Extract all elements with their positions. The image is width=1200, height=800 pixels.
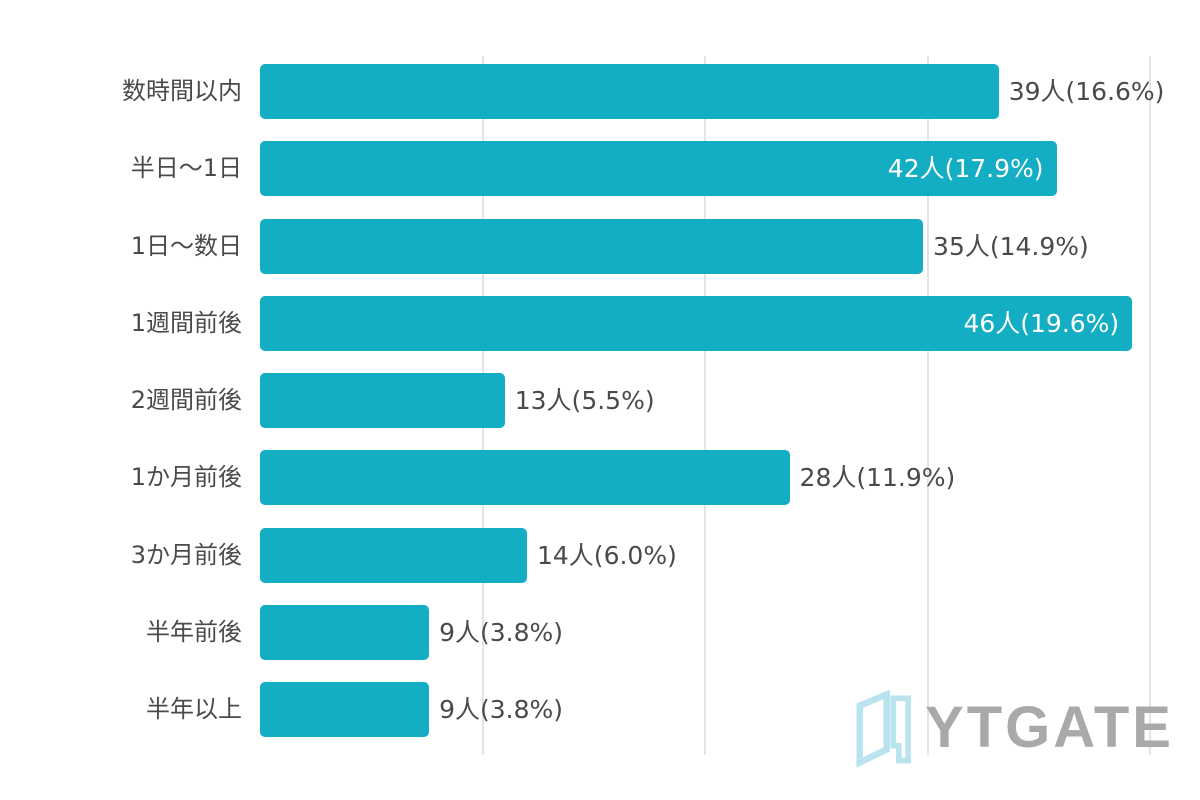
value-label: 46人(19.6%) — [963, 308, 1120, 338]
chart-row: 半年以上 9人(3.8%) — [0, 682, 1200, 759]
bar-track: 39人(16.6%) — [260, 64, 1200, 119]
chart-row: 数時間以内 39人(16.6%) — [0, 64, 1200, 141]
chart-row: 半年前後 9人(3.8%) — [0, 605, 1200, 682]
chart-row: 1週間前後 46人(19.6%) — [0, 295, 1200, 373]
chart-row: 3か月前後 14人(6.0%) — [0, 527, 1200, 605]
chart-row: 1日〜数日 35人(14.9%) — [0, 218, 1200, 296]
chart-row: 半日〜1日 42人(17.9%) — [0, 141, 1200, 218]
bar — [260, 682, 430, 738]
value-label: 28人(11.9%) — [799, 463, 956, 493]
chart-rows: 数時間以内 39人(16.6%) 半日〜1日 42人(17.9%) 1日〜数日 35人(1… — [0, 64, 1200, 760]
bar-track: 28人(11.9%) — [260, 450, 1200, 506]
category-label: 半年以上 — [146, 695, 242, 724]
bar — [260, 64, 999, 119]
bar — [260, 527, 527, 583]
value-label: 42人(17.9%) — [887, 154, 1044, 184]
value-label: 13人(5.5%) — [514, 386, 655, 416]
chart-row: 2週間前後 13人(5.5%) — [0, 373, 1200, 450]
category-label: 半年前後 — [146, 618, 242, 647]
bar-track: 9人(3.8%) — [260, 605, 1200, 661]
chart-row: 1か月前後 28人(11.9%) — [0, 450, 1200, 527]
bar — [260, 450, 790, 506]
bar-track: 9人(3.8%) — [260, 682, 1200, 738]
ytgate-watermark: YTGATE — [855, 688, 1174, 768]
category-label: 数時間以内 — [122, 77, 242, 105]
category-label: 半日〜1日 — [130, 154, 242, 183]
gridline — [926, 56, 929, 755]
bar-track: 35人(14.9%) — [260, 218, 1200, 274]
bar-track: 46人(19.6%) — [260, 295, 1200, 351]
value-label: 39人(16.6%) — [1008, 77, 1165, 106]
bar — [260, 373, 505, 429]
gridline — [1149, 56, 1151, 755]
bar-track: 14人(6.0%) — [260, 527, 1200, 583]
open-gate-icon — [856, 689, 911, 768]
bar-track: 42人(17.9%) — [260, 141, 1200, 197]
bar — [260, 218, 924, 274]
watermark-brand-text: YTGATE — [925, 695, 1174, 760]
bar: 46人(19.6%) — [260, 295, 1133, 351]
bar — [260, 605, 430, 661]
category-label: 3か月前後 — [130, 540, 242, 569]
category-label: 1週間前後 — [130, 308, 242, 337]
gridline — [704, 56, 706, 755]
category-label: 2週間前後 — [130, 386, 242, 415]
value-label: 9人(3.8%) — [439, 695, 564, 725]
category-label: 1日〜数日 — [130, 231, 242, 260]
bar-track: 13人(5.5%) — [260, 373, 1200, 429]
bar: 42人(17.9%) — [260, 141, 1057, 197]
value-label: 35人(14.9%) — [933, 231, 1089, 261]
value-label: 14人(6.0%) — [537, 540, 677, 570]
value-label: 9人(3.8%) — [439, 618, 564, 648]
category-label: 1か月前後 — [130, 463, 242, 492]
